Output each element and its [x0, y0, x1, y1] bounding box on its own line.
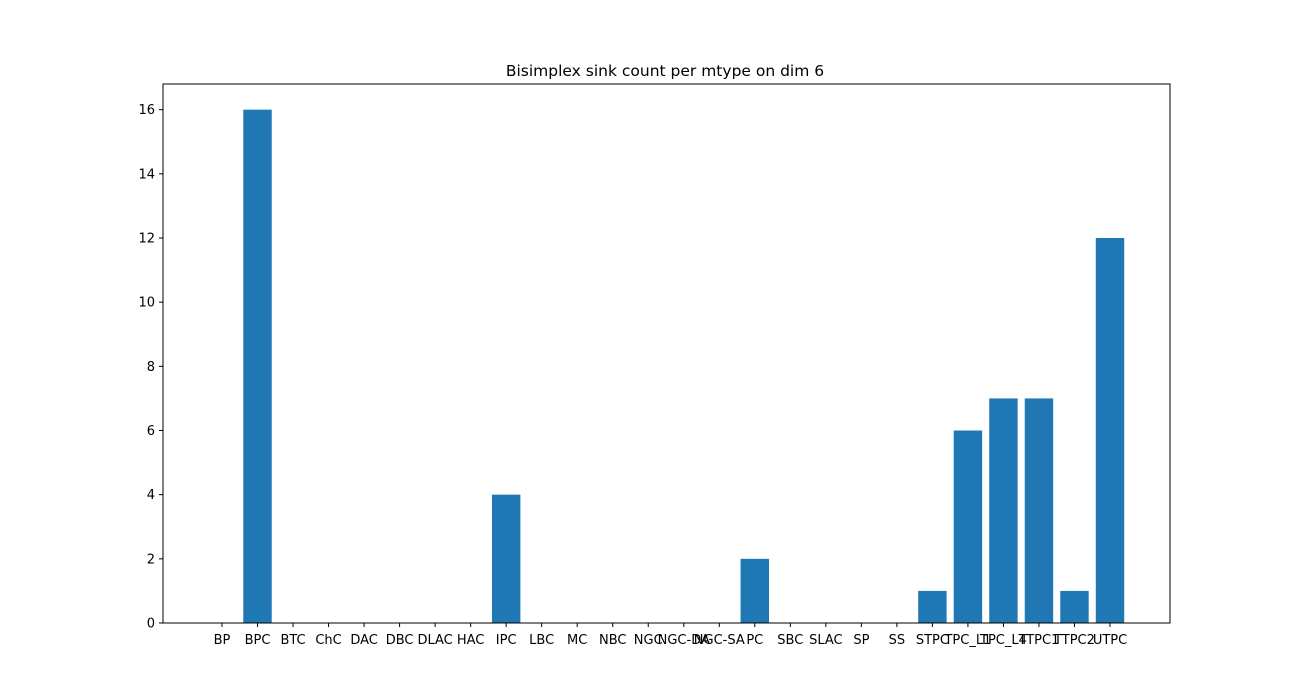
- y-tick-label: 2: [147, 552, 155, 567]
- x-tick-label: ChC: [315, 633, 341, 648]
- x-tick-label: TTPC1: [1018, 633, 1060, 648]
- bar-ipc: [491, 494, 521, 623]
- bar-ttpc1: [1024, 398, 1054, 623]
- bar-bpc: [243, 109, 272, 624]
- y-tick-label: 0: [147, 617, 155, 632]
- y-tick-label: 12: [138, 232, 155, 247]
- y-tick-label: 16: [138, 103, 155, 118]
- x-tick-label: NGC-DA: [658, 633, 710, 648]
- x-axis: BP BPC BTC ChC DAC DBC DLAC HAC IPC LBC MC NBC NGCNG…: [214, 623, 1127, 648]
- x-tick-label: NGC-SA: [694, 633, 745, 648]
- x-tick-label: SLAC: [809, 633, 843, 648]
- x-tick-label: NBC: [599, 633, 627, 648]
- x-tick-label: UTPC: [1093, 633, 1127, 648]
- bar-tpc-l1: [953, 430, 983, 623]
- x-tick-label: BP: [214, 633, 231, 648]
- x-tick-label: DAC: [350, 633, 378, 648]
- x-tick-label: SP: [853, 633, 869, 648]
- x-tick-label: TPC_L4: [979, 633, 1027, 648]
- x-tick-label: NGC: [634, 633, 663, 648]
- x-tick-label: IPC: [496, 633, 517, 648]
- x-tick-label: PC: [746, 633, 763, 648]
- x-tick-label: DLAC: [417, 633, 452, 648]
- y-tick-label: 4: [147, 488, 155, 503]
- x-tick-label: SS: [889, 633, 906, 648]
- y-tick-label: 6: [147, 424, 155, 439]
- plot-frame: [162, 83, 1171, 624]
- x-tick-label: DBC: [386, 633, 414, 648]
- x-tick-label: BTC: [280, 633, 305, 648]
- x-tick-label: MC: [567, 633, 587, 648]
- chart-title: Bisimplex sink count per mtype on dim 6: [506, 62, 824, 80]
- bar-utpc: [1095, 238, 1125, 623]
- x-tick-label: BPC: [245, 633, 271, 648]
- bar-ttpc2: [1060, 590, 1089, 623]
- bar-stpc: [918, 590, 947, 623]
- x-tick-label: LBC: [529, 633, 554, 648]
- bar-pc: [740, 558, 770, 623]
- bar-tpc-l4: [989, 398, 1018, 623]
- y-axis: 0 2 4 6 8 10 12 14 16: [138, 103, 163, 632]
- x-tick-label: TTPC2: [1053, 633, 1095, 648]
- y-tick-label: 10: [138, 296, 155, 311]
- bars-group: [243, 109, 1125, 624]
- x-tick-label: SBC: [777, 633, 803, 648]
- x-tick-label: STPC: [916, 633, 949, 648]
- y-tick-label: 14: [138, 167, 155, 182]
- x-tick-label: TPC_L1: [943, 633, 991, 648]
- x-tick-label: HAC: [457, 633, 485, 648]
- y-tick-label: 8: [147, 360, 155, 375]
